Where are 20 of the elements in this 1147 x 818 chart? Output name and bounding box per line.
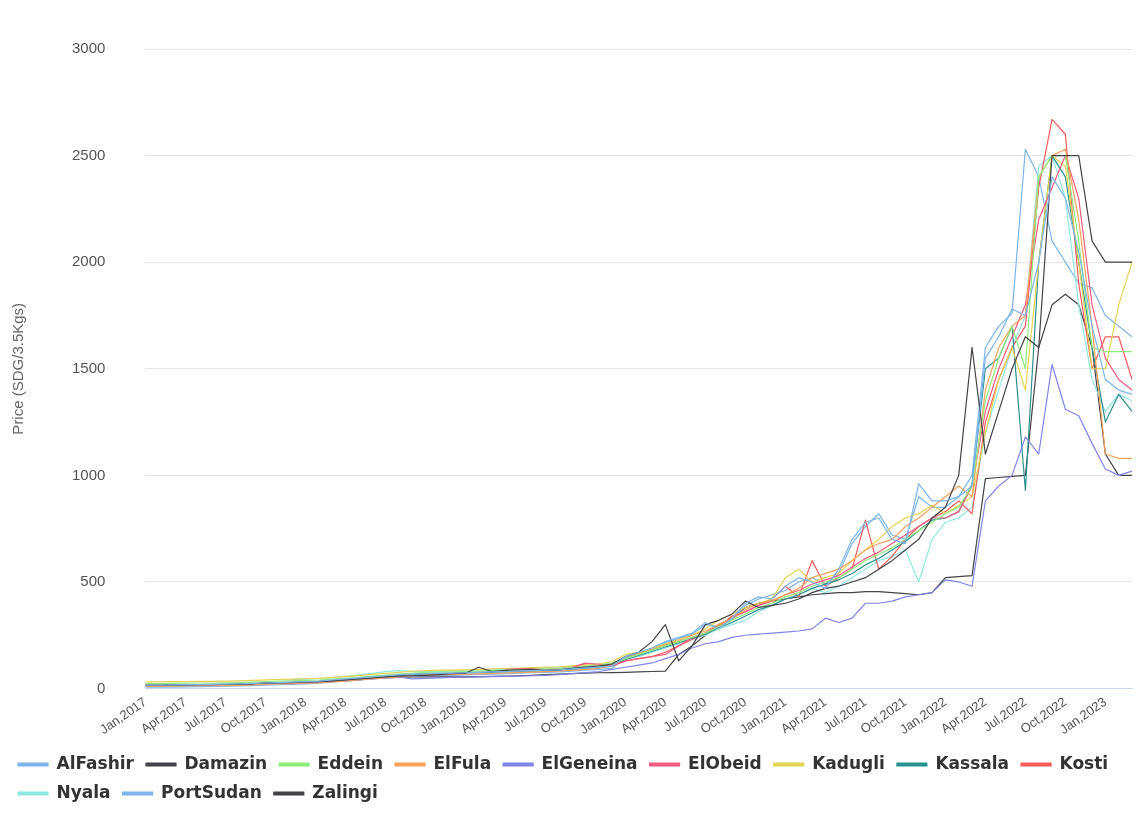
y-tick-label: 2500 [71,145,106,163]
legend-label: AlFashir [56,752,135,773]
legend-label: Kassala [935,752,1010,773]
y-tick-label: 3000 [71,39,106,57]
legend-label: ElFula [433,752,492,773]
legend-label: Zalingi [312,781,378,802]
y-tick-label: 500 [80,572,106,590]
y-tick-label: 1000 [71,465,106,483]
legend-label: ElGeneina [541,752,638,773]
legend-label: Eddein [317,752,384,773]
legend-label: Nyala [56,781,111,802]
y-tick-label: 2000 [71,252,106,270]
legend-label: ElObeid [688,752,762,773]
y-axis-title: Price (SDG/3.5Kgs) [9,302,27,435]
legend-label: Kadugli [812,752,885,773]
legend-label: Kosti [1059,752,1109,773]
y-tick-label: 0 [97,678,106,696]
y-tick-label: 1500 [71,358,106,376]
legend-label: PortSudan [161,781,262,802]
legend-label: Damazin [184,752,268,773]
